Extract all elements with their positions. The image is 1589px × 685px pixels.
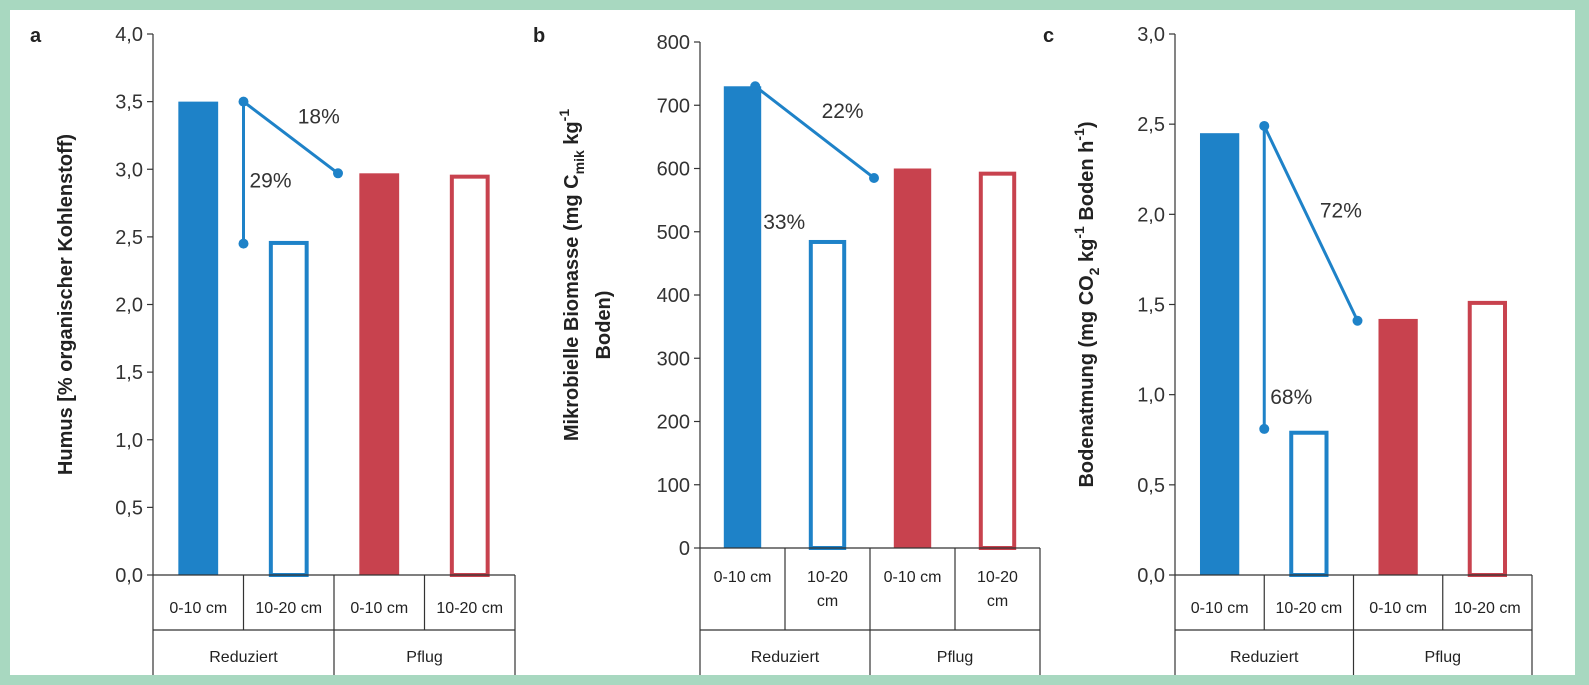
panel-label: c [1043, 25, 1054, 47]
percent-annotation: 68% [1270, 386, 1312, 409]
y-tick-label: 4,0 [115, 24, 143, 46]
y-tick-label: 500 [657, 222, 690, 244]
bar-1 [1289, 430, 1329, 577]
panel-c: c 0,0 0,5 1,0 1,5 2,0 2,5 3,0 Bodenatmung (mg CO… [1043, 24, 1533, 675]
bar-0 [723, 86, 762, 549]
y-label-text: Mikrobielle Biomasse (mg C [561, 174, 583, 441]
category-label: 10-20 cm [1454, 600, 1521, 617]
y-label-sup2: -1 [1071, 128, 1087, 141]
group-label: Pflug [406, 649, 442, 666]
bar-2 [893, 168, 932, 548]
y-label-sup: -1 [556, 109, 572, 122]
y-tick-label: 3,0 [1137, 24, 1165, 46]
category-table: 0-10 cm 10-20 cm 0-10 cm 10-20 cm Reduziert P… [1174, 574, 1533, 675]
y-tick-label: 0 [679, 538, 690, 560]
y-axis-label: Humus [% organischer Kohlenstoff) [55, 134, 77, 475]
panel-label: b [533, 25, 545, 47]
y-axis-label: Bodenatmung (mg CO2 kg-1 Boden h-1) [1071, 121, 1102, 487]
bar-3 [1467, 300, 1508, 577]
category-label: 10-20 cm [436, 600, 503, 617]
category-table: 0-10 cm 10-20 cm 0-10 cm 10-20 cm Reduziert P… [152, 574, 516, 675]
y-tick-label: 1,0 [115, 430, 143, 452]
category-label: 10-20 cm [255, 600, 322, 617]
category-label: cm [817, 593, 838, 610]
y-tick-label: 100 [657, 475, 690, 497]
arrow-end [869, 172, 879, 183]
category-label: 0-10 cm [350, 600, 408, 617]
category-label: 10-20 [807, 569, 848, 586]
percent-annotation: 72% [1320, 199, 1362, 222]
y-tick-label: 2,5 [115, 227, 143, 249]
y-tick-label: 0,5 [1137, 475, 1165, 497]
y-tick-label: 0,0 [1137, 565, 1165, 587]
group-label: Reduziert [209, 649, 278, 666]
bar-3 [449, 174, 490, 577]
group-label: Reduziert [751, 649, 820, 666]
y-label-sub: 2 [1086, 267, 1102, 275]
y-tick-label: 600 [657, 159, 690, 181]
bar-2 [1378, 318, 1418, 575]
y-label-sup: -1 [1071, 226, 1087, 239]
y-label-text: Humus [% organischer Kohlenstoff) [55, 134, 77, 475]
y-tick-label: 2,5 [1137, 114, 1165, 136]
arrow-end [1352, 315, 1363, 326]
diff-arrow-diagonal [754, 85, 875, 180]
group-label: Pflug [937, 649, 973, 666]
figure-frame: a 0,0 0,5 1,0 1,5 2,0 2,5 3,0 3,5 4,0 Humus [% org… [10, 10, 1575, 675]
category-label: cm [987, 593, 1008, 610]
percent-annotation: 29% [250, 170, 292, 193]
bar-0 [1199, 133, 1240, 575]
bar-0 [178, 101, 219, 575]
bar-2 [359, 173, 400, 575]
y-axis-label: Mikrobielle Biomasse (mg Cmik kg-1 [556, 109, 587, 441]
y-tick-label: 700 [657, 95, 690, 117]
chart-figure: a 0,0 0,5 1,0 1,5 2,0 2,5 3,0 3,5 4,0 Humus [% org… [30, 24, 1533, 675]
y-tick-label: 0,0 [115, 565, 143, 587]
arrow-end [1259, 423, 1270, 434]
category-label: 0-10 cm [1191, 600, 1249, 617]
y-tick-label: 1,0 [1137, 385, 1165, 407]
percent-annotation: 22% [822, 100, 864, 123]
y-tick-label: 300 [657, 348, 690, 370]
percent-annotation: 18% [298, 105, 340, 128]
bar-1 [808, 239, 847, 550]
y-tick-label: 3,0 [115, 159, 143, 181]
category-label: 0-10 cm [714, 569, 772, 586]
panel-label: a [30, 25, 42, 47]
y-label-end: ) [1076, 121, 1098, 128]
bar-3 [978, 171, 1017, 550]
arrow-end [333, 168, 343, 179]
arrow-end [750, 81, 761, 92]
group-label: Pflug [1425, 649, 1461, 666]
y-tick-label: 3,5 [115, 92, 143, 114]
y-tick-label: 1,5 [115, 362, 143, 384]
y-label-tail: Boden h [1076, 141, 1098, 227]
y-tick-label: 1,5 [1137, 295, 1165, 317]
y-tick-label: 2,0 [1137, 204, 1165, 226]
y-label-mid: kg [1076, 239, 1098, 268]
diff-arrow-diagonal [1262, 125, 1359, 322]
diff-arrow-diagonal [242, 100, 339, 175]
category-label: 0-10 cm [169, 600, 227, 617]
category-label: 0-10 cm [1369, 600, 1427, 617]
y-tick-label: 800 [657, 32, 690, 54]
y-label-sub: mik [571, 150, 587, 174]
y-tick-label: 400 [657, 285, 690, 307]
panel-a: a 0,0 0,5 1,0 1,5 2,0 2,5 3,0 3,5 4,0 Humus [% org… [30, 24, 516, 675]
category-table: 0-10 cm 10-20 cm 0-10 cm 10-20 cm Reduziert Pfl… [699, 547, 1041, 675]
category-label: 0-10 cm [884, 569, 942, 586]
y-axis-label-line2: Boden) [593, 291, 615, 360]
y-tick-label: 0,5 [115, 497, 143, 519]
category-label: 10-20 [977, 569, 1018, 586]
bar-1 [268, 240, 309, 577]
y-label-text: Bodenatmung (mg CO [1076, 275, 1098, 487]
category-label: 10-20 cm [1276, 600, 1343, 617]
panel-b: b 0 100 200 300 400 500 600 700 800 Mikrobielle Bi… [533, 25, 1041, 675]
arrow-end [238, 238, 249, 249]
y-tick-label: 2,0 [115, 295, 143, 317]
y-tick-label: 200 [657, 412, 690, 434]
group-label: Reduziert [1230, 649, 1299, 666]
y-label-mid: kg [561, 121, 583, 150]
percent-annotation: 33% [763, 211, 805, 234]
